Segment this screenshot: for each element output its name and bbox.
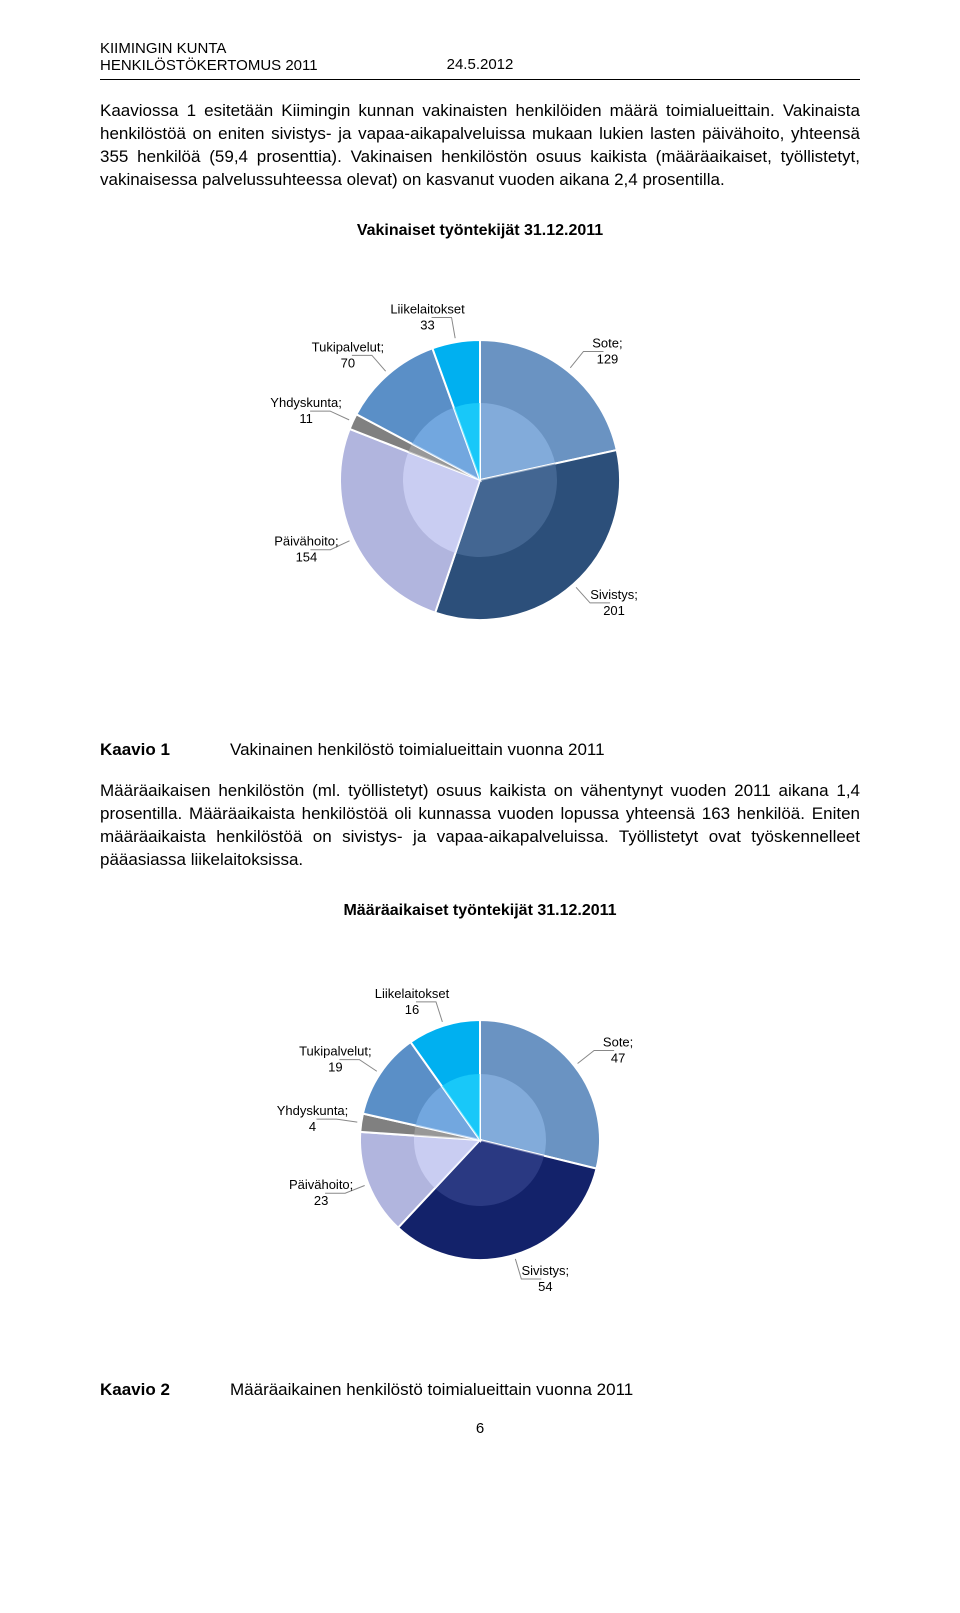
caption-1-text: Vakinainen henkilöstö toimialueittain vu…	[230, 740, 860, 760]
svg-text:Yhdyskunta;: Yhdyskunta;	[270, 395, 342, 410]
header-divider	[100, 79, 860, 80]
chart-2-title: Määräaikaiset työntekijät 31.12.2011	[200, 902, 760, 920]
svg-text:16: 16	[405, 1001, 419, 1016]
svg-text:Liikelaitokset: Liikelaitokset	[390, 301, 465, 316]
svg-text:Yhdyskunta;: Yhdyskunta;	[277, 1103, 349, 1118]
chart-2-svg-container: Sote;47 Sivistys;54 Päivähoito;23 Yhdyskunt…	[200, 930, 760, 1350]
svg-text:47: 47	[611, 1050, 625, 1065]
svg-text:70: 70	[341, 355, 355, 370]
caption-1: Kaavio 1 Vakinainen henkilöstö toimialue…	[100, 740, 860, 760]
svg-text:Sote;: Sote;	[592, 335, 622, 350]
svg-text:4: 4	[309, 1119, 316, 1134]
svg-text:Päivähoito;: Päivähoito;	[289, 1177, 353, 1192]
paragraph-1: Kaaviossa 1 esitetään Kiimingin kunnan v…	[100, 100, 860, 192]
svg-text:54: 54	[538, 1278, 552, 1293]
chart-1-title: Vakinaiset työntekijät 31.12.2011	[200, 222, 760, 240]
svg-text:23: 23	[314, 1193, 328, 1208]
chart-1-svg-container: Sote;129 Sivistys;201 Päivähoito;154 Yhdysk…	[200, 250, 760, 710]
paragraph-2: Määräaikaisen henkilöstön (ml. työlliste…	[100, 780, 860, 872]
svg-text:Liikelaitokset: Liikelaitokset	[375, 985, 450, 1000]
svg-text:19: 19	[328, 1059, 342, 1074]
header-org: KIIMINGIN KUNTA	[100, 40, 860, 57]
svg-text:33: 33	[420, 317, 434, 332]
caption-2: Kaavio 2 Määräaikainen henkilöstö toimia…	[100, 1380, 860, 1400]
page-header: KIIMINGIN KUNTA HENKILÖSTÖKERTOMUS 2011 …	[100, 40, 860, 80]
svg-text:11: 11	[299, 411, 313, 426]
chart-1-block: Vakinaiset työntekijät 31.12.2011 Sote;1…	[200, 222, 760, 710]
svg-text:Sivistys;: Sivistys;	[590, 587, 638, 602]
chart-2-block: Määräaikaiset työntekijät 31.12.2011 Sot…	[200, 902, 760, 1350]
caption-1-label: Kaavio 1	[100, 740, 230, 760]
svg-text:Päivähoito;: Päivähoito;	[274, 533, 338, 548]
page-number: 6	[100, 1420, 860, 1437]
document-page: KIIMINGIN KUNTA HENKILÖSTÖKERTOMUS 2011 …	[0, 0, 960, 1477]
caption-2-label: Kaavio 2	[100, 1380, 230, 1400]
svg-text:Sivistys;: Sivistys;	[522, 1262, 570, 1277]
svg-text:Sote;: Sote;	[603, 1034, 633, 1049]
svg-text:154: 154	[296, 549, 318, 564]
svg-text:Tukipalvelut;: Tukipalvelut;	[299, 1043, 372, 1058]
svg-text:Tukipalvelut;: Tukipalvelut;	[312, 339, 385, 354]
svg-text:129: 129	[597, 351, 619, 366]
caption-2-text: Määräaikainen henkilöstö toimialueittain…	[230, 1380, 860, 1400]
svg-text:201: 201	[603, 603, 625, 618]
